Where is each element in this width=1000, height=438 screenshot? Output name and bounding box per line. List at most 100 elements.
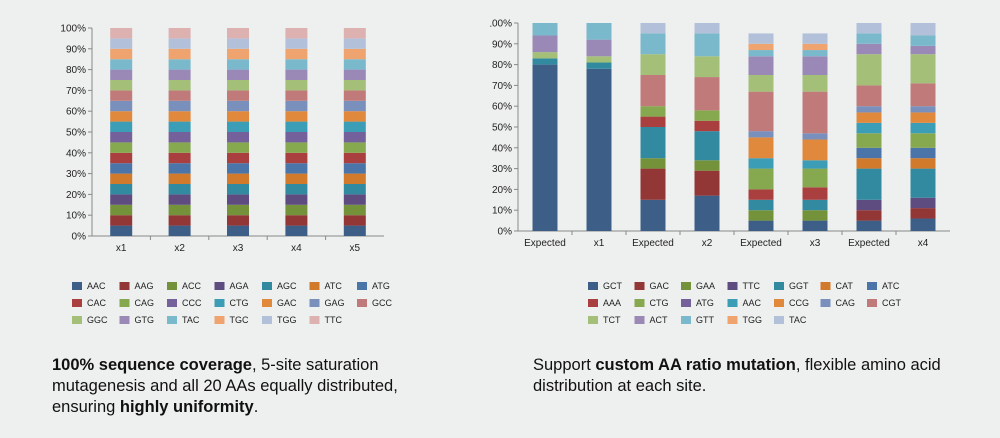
right-legend-swatch	[588, 299, 598, 307]
left-bar-segment-gcc	[110, 90, 133, 101]
left-legend-label: AGA	[230, 281, 249, 291]
right-bar-segment-tgg	[748, 43, 774, 51]
left-legend-label: CAC	[87, 298, 107, 308]
left-bar-segment-ttc	[285, 28, 308, 39]
left-bar-segment-ctg	[285, 121, 308, 132]
right-bar-segment-ctg	[748, 168, 774, 190]
left-bar-segment-cag	[285, 142, 308, 153]
left-y-tick-label: 100%	[60, 24, 86, 35]
right-legend-swatch	[681, 299, 691, 307]
left-bar-segment-cac	[227, 152, 249, 164]
right-bar-segment-cag	[748, 131, 774, 138]
left-bar-segment-tgc	[227, 48, 249, 60]
left-bar-segment-gac	[110, 111, 133, 122]
right-legend-label: GCT	[603, 281, 623, 291]
right-legend-swatch	[634, 316, 645, 324]
left-bar-segment-tgg	[110, 38, 133, 49]
right-legend-label: CGT	[882, 298, 902, 308]
left-bar-segment-agc	[168, 184, 191, 195]
right-bar-segment-gaa	[694, 160, 720, 171]
right-y-tick-label: 0%	[498, 227, 513, 238]
left-legend-swatch	[72, 282, 82, 290]
left-bar-segment-gtg	[110, 69, 133, 80]
left-bar-segment-ctg	[110, 121, 133, 132]
right-bar-segment-cgt	[640, 75, 666, 107]
right-legend-label: CCG	[789, 298, 809, 308]
left-legend-label: ATG	[372, 281, 390, 291]
right-legend-swatch	[867, 282, 877, 290]
left-legend-label: TGG	[277, 315, 297, 325]
right-bar-segment-ggt	[748, 199, 774, 211]
right-bar-segment-aaa	[694, 120, 720, 132]
right-bar-segment-ccg	[856, 112, 882, 123]
right-bar-segment-gac	[694, 170, 720, 196]
right-bar-segment-cag	[910, 106, 936, 113]
right-legend-swatch	[774, 316, 784, 324]
left-legend-label: ACC	[182, 281, 202, 291]
right-y-tick-label: 40%	[492, 143, 512, 154]
right-bar-segment-tct	[640, 54, 666, 75]
right-bar-segment-gct	[640, 199, 666, 231]
right-bar-segment-gct	[748, 220, 774, 231]
right-bar-segment-cgt	[802, 91, 828, 134]
right-bar-segment-cgt	[856, 85, 882, 107]
left-bar-segment-aga	[227, 194, 249, 205]
left-bar-segment-agc	[110, 184, 133, 195]
left-bar-segment-acc	[227, 204, 249, 216]
left-bar-segment-ggc	[168, 80, 191, 91]
right-bar-segment-atc	[910, 147, 936, 159]
left-legend-swatch	[119, 316, 130, 324]
right-bar-segment-aac	[802, 160, 828, 169]
right-x-tick-label: x1	[594, 238, 605, 249]
left-y-tick-label: 50%	[66, 128, 86, 139]
left-legend-label: GAC	[277, 298, 297, 308]
left-bar-segment-acc	[110, 204, 133, 216]
right-y-tick-label: 100%	[490, 19, 512, 30]
right-bar-segment-gtt	[640, 33, 666, 55]
left-bar-segment-gtg	[227, 69, 249, 80]
right-bar-segment-tac	[856, 23, 882, 34]
right-legend-swatch	[588, 282, 598, 290]
right-bar-segment-tac	[694, 23, 720, 34]
right-legend-swatch	[727, 282, 738, 290]
left-bar-segment-gac	[168, 111, 191, 122]
right-bar-segment-tct	[586, 56, 612, 63]
right-y-tick-label: 90%	[492, 39, 512, 50]
left-x-tick-label: x2	[174, 243, 185, 254]
left-bar-segment-cac	[168, 152, 191, 164]
left-bar-segment-aag	[343, 215, 366, 226]
right-bar-segment-gaa	[802, 210, 828, 221]
left-bar-segment-atc	[343, 173, 366, 184]
right-bar-segment-ctg	[802, 168, 828, 188]
right-legend-swatch	[727, 316, 738, 324]
left-bar-segment-aag	[168, 215, 191, 226]
left-x-tick-label: x3	[233, 243, 244, 254]
right-bar-segment-cat	[910, 158, 936, 169]
left-bar-segment-gcc	[285, 90, 308, 101]
right-bar-segment-gtt	[802, 50, 828, 57]
left-bar-segment-cag	[168, 142, 191, 153]
right-bar-segment-act	[856, 43, 882, 55]
right-bar-segment-gtt	[694, 33, 720, 57]
right-bar-segment-cag	[802, 133, 828, 140]
right-bar-segment-tac	[802, 33, 828, 44]
left-caption-bold-2: highly uniformity	[119, 398, 254, 416]
left-legend-swatch	[167, 282, 177, 290]
right-bar-segment-tct	[748, 75, 774, 92]
left-legend-swatch	[214, 282, 225, 290]
right-y-tick-label: 30%	[492, 164, 512, 175]
left-legend-label: TAC	[182, 315, 200, 325]
left-bar-segment-gcc	[227, 90, 249, 101]
left-y-tick-label: 20%	[66, 190, 86, 201]
right-bar-segment-tct	[856, 54, 882, 86]
right-bar-segment-ggt	[640, 127, 666, 159]
left-bar-segment-gag	[227, 100, 249, 112]
left-bar-segment-cag	[227, 142, 249, 153]
left-bar-segment-agc	[343, 184, 366, 195]
left-caption-bold-1: 100% sequence coverage	[52, 356, 252, 374]
left-bar-segment-aac	[227, 225, 249, 236]
right-bar-segment-tct	[694, 56, 720, 78]
right-bar-segment-gct	[856, 220, 882, 231]
right-y-tick-label: 20%	[492, 185, 512, 196]
right-legend-label: AAA	[603, 298, 621, 308]
